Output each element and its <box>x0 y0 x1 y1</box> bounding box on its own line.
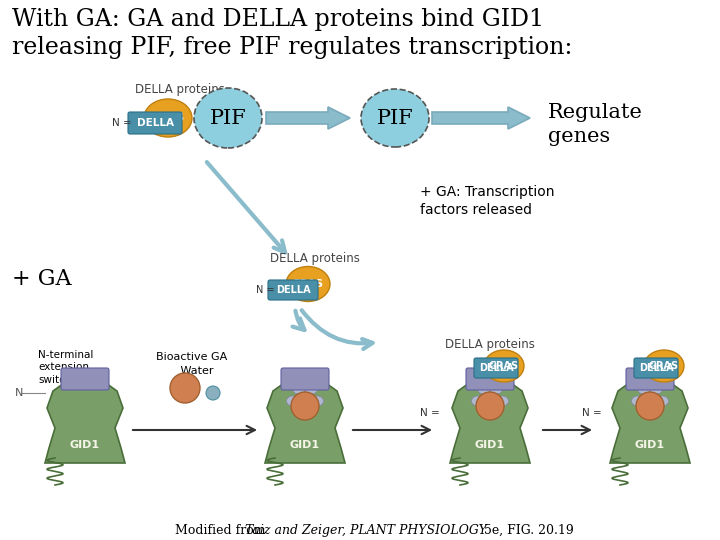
Ellipse shape <box>299 396 312 406</box>
Text: GID1: GID1 <box>635 440 665 450</box>
Text: GRAS: GRAS <box>151 113 185 123</box>
Text: PIF: PIF <box>377 109 413 127</box>
Ellipse shape <box>637 384 650 394</box>
Polygon shape <box>45 381 125 463</box>
Text: 5e, FIG. 20.19: 5e, FIG. 20.19 <box>480 524 574 537</box>
Ellipse shape <box>361 89 429 147</box>
Ellipse shape <box>655 396 668 406</box>
Text: Regulate
genes: Regulate genes <box>548 103 643 145</box>
Ellipse shape <box>310 396 323 406</box>
Text: With GA: GA and DELLA proteins bind GID1: With GA: GA and DELLA proteins bind GID1 <box>12 8 544 31</box>
Text: GRAS: GRAS <box>292 279 324 289</box>
Ellipse shape <box>287 396 300 406</box>
Text: N =: N = <box>420 408 440 418</box>
Text: PIF: PIF <box>210 109 246 127</box>
Circle shape <box>206 386 220 400</box>
Text: DELLA: DELLA <box>479 363 513 373</box>
FancyBboxPatch shape <box>634 358 678 378</box>
Text: + GA: + GA <box>12 268 71 290</box>
Ellipse shape <box>484 396 497 406</box>
Ellipse shape <box>644 350 684 382</box>
Text: DELLA: DELLA <box>276 285 310 295</box>
Text: GID1: GID1 <box>475 440 505 450</box>
Ellipse shape <box>286 267 330 301</box>
Ellipse shape <box>472 396 485 406</box>
Polygon shape <box>610 381 690 463</box>
Polygon shape <box>450 381 530 463</box>
FancyBboxPatch shape <box>61 368 109 390</box>
FancyArrow shape <box>432 107 530 129</box>
Text: GRAS: GRAS <box>489 361 519 371</box>
Text: N =: N = <box>582 408 602 418</box>
Text: N =: N = <box>112 118 132 128</box>
Ellipse shape <box>292 384 305 394</box>
Ellipse shape <box>484 350 524 382</box>
Text: + GA: Transcription
factors released: + GA: Transcription factors released <box>420 185 554 218</box>
Ellipse shape <box>194 88 262 148</box>
FancyBboxPatch shape <box>626 368 674 390</box>
Text: DELLA proteins: DELLA proteins <box>270 252 360 265</box>
Ellipse shape <box>477 384 490 394</box>
Text: N =: N = <box>256 285 274 295</box>
Ellipse shape <box>495 396 508 406</box>
FancyBboxPatch shape <box>268 280 318 300</box>
Text: N: N <box>15 388 23 398</box>
Text: DELLA: DELLA <box>137 118 174 128</box>
Text: GRAS: GRAS <box>649 361 679 371</box>
FancyBboxPatch shape <box>128 112 182 134</box>
Ellipse shape <box>649 384 662 394</box>
Ellipse shape <box>644 396 657 406</box>
Text: DELLA proteins: DELLA proteins <box>445 338 535 351</box>
FancyBboxPatch shape <box>474 358 518 378</box>
FancyArrow shape <box>266 107 350 129</box>
Text: DELLA: DELLA <box>639 363 673 373</box>
Text: releasing PIF, free PIF regulates transcription:: releasing PIF, free PIF regulates transc… <box>12 36 572 59</box>
Circle shape <box>476 392 504 420</box>
Ellipse shape <box>631 396 644 406</box>
Ellipse shape <box>490 384 503 394</box>
Text: Bioactive GA
   Water: Bioactive GA Water <box>156 352 228 376</box>
Text: Taiz and Zeiger, PLANT PHYSIOLOGY: Taiz and Zeiger, PLANT PHYSIOLOGY <box>245 524 487 537</box>
Text: Modified from: Modified from <box>175 524 269 537</box>
Text: DELLA proteins: DELLA proteins <box>135 83 225 96</box>
Circle shape <box>291 392 319 420</box>
Polygon shape <box>265 381 345 463</box>
Circle shape <box>636 392 664 420</box>
Text: GID1: GID1 <box>70 440 100 450</box>
FancyBboxPatch shape <box>281 368 329 390</box>
Ellipse shape <box>144 99 192 137</box>
FancyBboxPatch shape <box>466 368 514 390</box>
Text: GID1: GID1 <box>290 440 320 450</box>
Text: N-terminal
extension
switch: N-terminal extension switch <box>38 350 94 385</box>
Circle shape <box>170 373 200 403</box>
Ellipse shape <box>305 384 318 394</box>
